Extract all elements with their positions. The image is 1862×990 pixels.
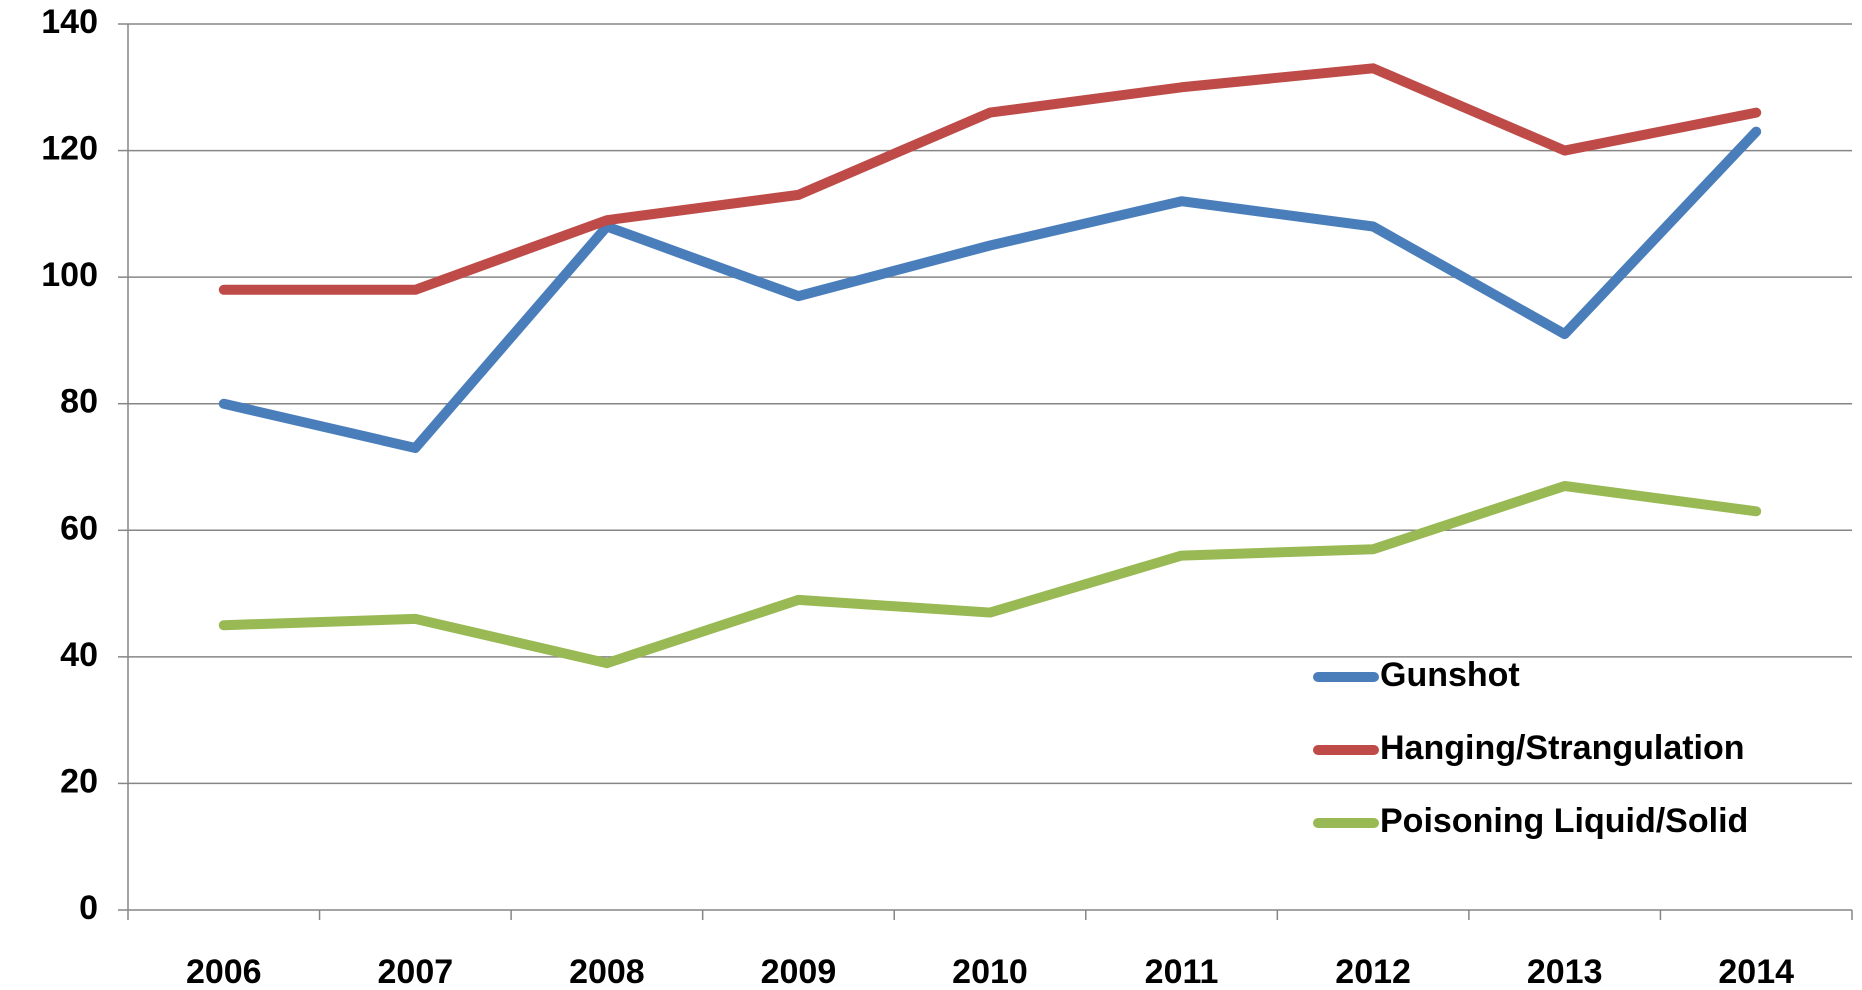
legend-label: Hanging/Strangulation: [1380, 729, 1745, 767]
series-line: [218, 480, 1762, 669]
x-tick-label: 2008: [569, 953, 645, 990]
legend-label: Poisoning Liquid/Solid: [1380, 802, 1748, 840]
x-tick-label: 2009: [761, 953, 837, 990]
y-tick-label: 0: [79, 889, 98, 927]
y-tick-label: 100: [41, 256, 98, 294]
series-line: [218, 126, 1762, 454]
x-tick-label: 2013: [1527, 953, 1603, 990]
y-tick-label: 40: [60, 636, 98, 674]
x-tick-label: 2014: [1718, 953, 1794, 990]
legend-label: Gunshot: [1380, 656, 1520, 694]
y-tick-label: 140: [41, 3, 98, 41]
x-tick-label: 2006: [186, 953, 262, 990]
y-tick-label: 120: [41, 130, 98, 168]
y-tick-label: 80: [60, 383, 98, 421]
y-tick-label: 60: [60, 509, 98, 547]
x-tick-label: 2007: [378, 953, 454, 990]
x-tick-label: 2010: [952, 953, 1028, 990]
y-tick-label: 20: [60, 762, 98, 800]
x-tick-label: 2011: [1145, 953, 1219, 990]
series-line: [218, 63, 1762, 295]
x-tick-label: 2012: [1335, 953, 1411, 990]
